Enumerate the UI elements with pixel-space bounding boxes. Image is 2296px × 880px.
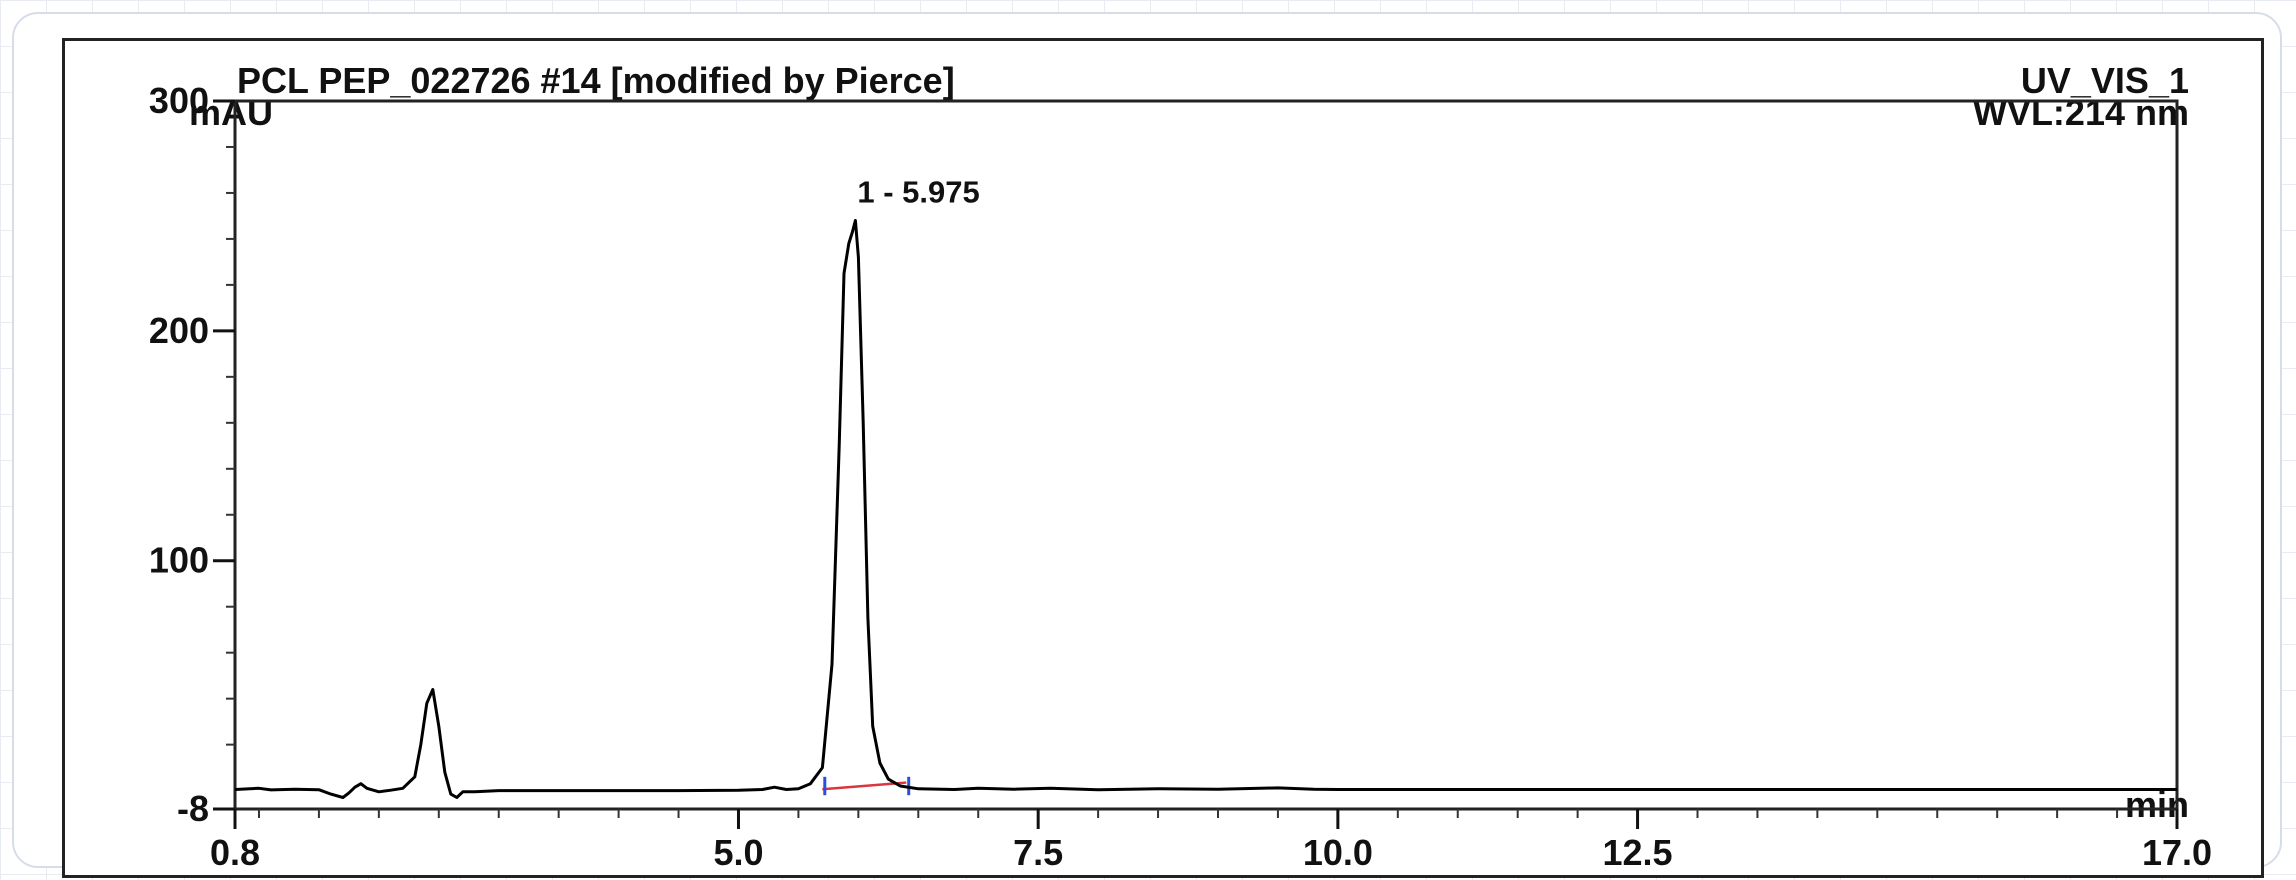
y-tick-label: -8 — [177, 788, 209, 829]
x-tick-label: 5.0 — [713, 832, 763, 873]
y-tick-label: 200 — [149, 310, 209, 351]
channel-label: UV_VIS_1 — [2021, 60, 2189, 101]
plot-area-border — [233, 99, 2179, 811]
x-tick-label: 0.8 — [210, 832, 260, 873]
x-tick-label: 17.0 — [2142, 832, 2212, 873]
chromatogram-chart: PCL PEP_022726 #14 [modified by Pierce] … — [149, 60, 2212, 873]
ticks: -8 100 200 300 0.8 5.0 7.5 10.0 12.5 17.0 — [149, 80, 2212, 873]
wavelength-label: WVL:214 nm — [1973, 92, 2189, 133]
chromatogram-trace — [234, 219, 2177, 799]
peak-label: 1 - 5.975 — [857, 175, 979, 210]
y-axis-unit: mAU — [189, 92, 273, 133]
x-tick-label: 10.0 — [1303, 832, 1373, 873]
chart-card: PCL PEP_022726 #14 [modified by Pierce] … — [12, 12, 2282, 878]
x-tick-label: 12.5 — [1603, 832, 1673, 873]
axes — [233, 99, 2179, 811]
y-tick-label: 100 — [149, 540, 209, 581]
marks: 1 - 5.975 — [234, 175, 2177, 799]
x-tick-label: 7.5 — [1013, 832, 1063, 873]
chart-frame: PCL PEP_022726 #14 [modified by Pierce] … — [62, 38, 2264, 878]
y-tick-label: 300 — [149, 80, 209, 121]
chart-title: PCL PEP_022726 #14 [modified by Pierce] — [237, 60, 955, 101]
integration-baseline — [822, 781, 907, 791]
